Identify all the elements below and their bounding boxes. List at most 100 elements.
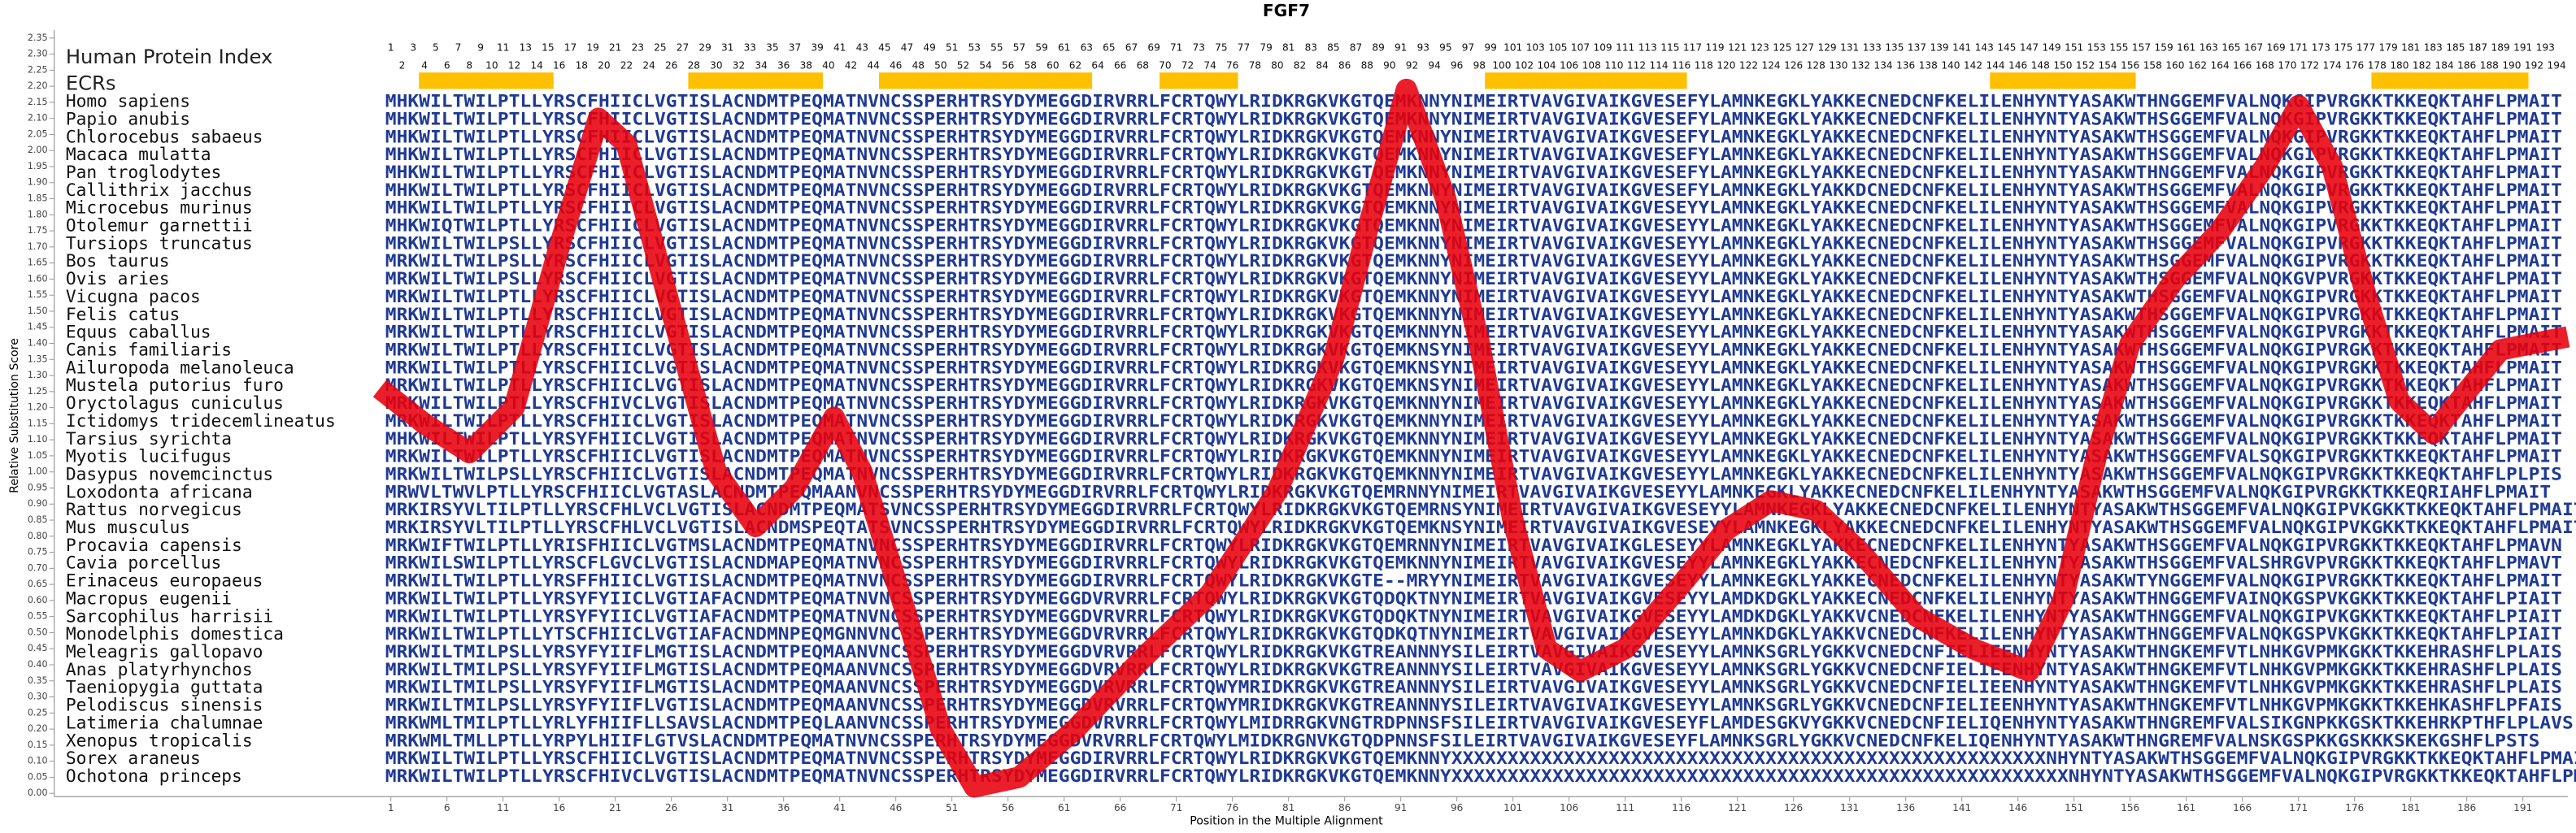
y-tick-label: 1.00 <box>28 466 48 477</box>
species-name: Rattus norvegicus <box>66 500 242 520</box>
protein-index: 123 <box>1751 41 1769 53</box>
protein-index: 46 <box>890 60 902 72</box>
protein-index: 8 <box>466 60 472 72</box>
protein-index: 100 <box>1492 60 1511 72</box>
protein-index: 175 <box>2334 41 2352 53</box>
species-name: Monodelphis domestica <box>66 624 284 644</box>
protein-index: 86 <box>1338 60 1351 72</box>
protein-index: 131 <box>1840 41 1859 53</box>
protein-index: 2 <box>399 60 406 72</box>
x-tick-label: 41 <box>833 802 846 813</box>
protein-index: 122 <box>1739 60 1758 72</box>
sequence: MRKWILSWILPTLLYRSCFLGVCLVGTISLACNDMAPEQM… <box>385 553 2562 574</box>
protein-index: 140 <box>1941 60 1960 72</box>
protein-index: 120 <box>1717 60 1735 72</box>
x-tick-label: 91 <box>1395 802 1407 813</box>
species-name: Macropus eugenii <box>66 588 232 609</box>
substitution-curve <box>372 78 2570 798</box>
protein-index: 85 <box>1327 41 1339 53</box>
protein-index: 161 <box>2177 41 2195 53</box>
protein-index: 50 <box>934 60 946 72</box>
sequence: MRKWIFTWILPTLLYRISFHIICLVGTMSLACNDMTPEQM… <box>385 536 2562 556</box>
protein-index: 141 <box>1952 41 1971 53</box>
protein-index: 112 <box>1627 60 1646 72</box>
protein-index: 130 <box>1829 60 1847 72</box>
protein-index: 30 <box>710 60 722 72</box>
protein-index: 90 <box>1383 60 1395 72</box>
y-tick-label: 2.00 <box>28 145 48 155</box>
protein-index: 4 <box>421 60 428 72</box>
species-name: Erinaceus europaeus <box>66 571 263 592</box>
species-name: Ictidomys tridecemlineatus <box>66 411 336 432</box>
y-tick-label: 1.35 <box>28 354 48 364</box>
x-tick-label: 126 <box>1784 802 1803 813</box>
protein-index: 189 <box>2491 41 2510 53</box>
protein-index: 164 <box>2211 60 2230 72</box>
protein-index: 23 <box>632 41 644 53</box>
x-tick-label: 81 <box>1282 802 1295 813</box>
protein-index: 52 <box>957 60 969 72</box>
sequence: MRKWILTWILPTLLYRSCFHIICLVGTISLACNDMTPEQM… <box>385 411 2562 432</box>
sequence: MHKWILTWILPTLLYRSCFHIICLVGTISLACNDMTPEQM… <box>385 198 2562 219</box>
protein-index: 162 <box>2188 60 2207 72</box>
y-tick-label: 1.25 <box>28 386 48 397</box>
protein-index: 60 <box>1046 60 1059 72</box>
sequence: MRKWILTWILPTLLYRSCFHIICLVGTISLACNDMTPEQM… <box>385 748 2576 769</box>
species-name: Homo sapiens <box>66 92 190 112</box>
x-tick-label: 106 <box>1560 802 1578 813</box>
x-tick-label: 86 <box>1338 802 1351 813</box>
protein-index: 67 <box>1125 41 1138 53</box>
x-tick-label: 21 <box>609 802 621 813</box>
protein-index: 150 <box>2053 60 2072 72</box>
protein-index: 116 <box>1672 60 1690 72</box>
x-tick-label: 46 <box>890 802 902 813</box>
protein-index: 166 <box>2233 60 2252 72</box>
protein-index: 148 <box>2031 60 2050 72</box>
protein-index: 185 <box>2446 41 2465 53</box>
species-name: Mus musculus <box>66 518 190 538</box>
protein-index: 53 <box>968 41 981 53</box>
sequence: MRKWILTMILPSLLYRSYFYIIFLMGTISLACNDMTPEQM… <box>385 642 2562 662</box>
y-tick-label: 1.75 <box>28 225 48 236</box>
protein-index: 92 <box>1406 60 1418 72</box>
x-tick-label: 171 <box>2289 802 2308 813</box>
protein-index: 109 <box>1594 41 1612 53</box>
protein-index: 179 <box>2379 41 2398 53</box>
protein-index: 38 <box>800 60 812 72</box>
y-tick-label: 2.25 <box>28 64 48 75</box>
protein-index: 117 <box>1683 41 1702 53</box>
protein-index: 37 <box>789 41 801 53</box>
ecr-bar <box>688 72 823 89</box>
protein-index: 18 <box>576 60 588 72</box>
protein-index: 19 <box>586 41 598 53</box>
protein-index: 156 <box>2121 60 2139 72</box>
protein-index: 17 <box>564 41 577 53</box>
species-name: Otolemur garnettii <box>66 216 253 236</box>
protein-index: 45 <box>878 41 890 53</box>
x-tick-label: 26 <box>665 802 677 813</box>
species-name: Dasypus novemcinctus <box>66 464 273 484</box>
x-axis-label: Position in the Multiple Alignment <box>1190 815 1383 828</box>
x-tick-label: 186 <box>2457 802 2476 813</box>
x-tick-label: 191 <box>2513 802 2532 813</box>
y-tick-label: 2.20 <box>28 80 48 91</box>
protein-index: 39 <box>811 41 823 53</box>
protein-index: 10 <box>485 60 498 72</box>
y-tick-label: 0.25 <box>28 707 48 718</box>
protein-index: 105 <box>1548 41 1567 53</box>
x-tick-label: 146 <box>2008 802 2027 813</box>
y-tick-label: 0.85 <box>28 514 48 525</box>
y-tick-label: 1.15 <box>28 418 48 428</box>
protein-index: 137 <box>1908 41 1926 53</box>
species-name: Microcebus murinus <box>66 198 253 219</box>
species-name: Cavia porcellus <box>66 553 221 574</box>
y-tick-label: 2.10 <box>28 113 48 124</box>
x-tick-label: 96 <box>1451 802 1463 813</box>
species-name: Pelodiscus sinensis <box>66 696 263 716</box>
y-tick-label: 0.95 <box>28 482 48 492</box>
protein-index: 54 <box>979 60 992 72</box>
protein-index: 51 <box>946 41 958 53</box>
species-name: Latimeria chalumnae <box>66 713 263 733</box>
sequence: MHKWILTWILPTLLYRSCFHIICLVGTISLACNDMTPEQM… <box>385 180 2562 201</box>
protein-index: 97 <box>1462 41 1474 53</box>
